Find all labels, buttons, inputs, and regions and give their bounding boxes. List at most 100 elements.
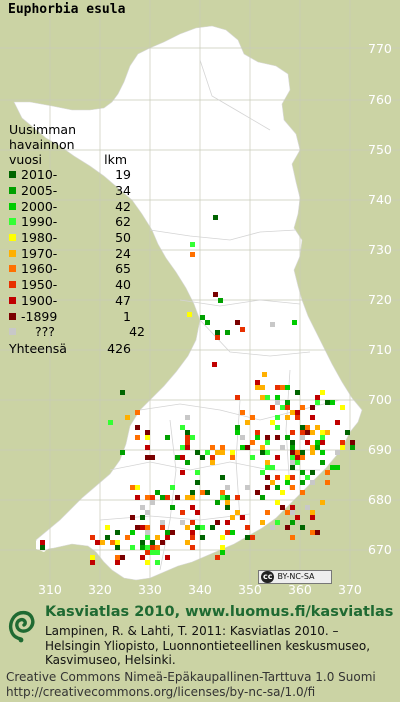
observation-square [215, 450, 220, 455]
cc-license-badge[interactable]: cc BY-NC-SA [258, 570, 332, 584]
legend-row: 1990- 62 [9, 214, 159, 230]
legend-count: 24 [115, 245, 131, 261]
observation-squares [40, 215, 355, 565]
observation-square [270, 480, 275, 485]
observation-square [300, 490, 305, 495]
observation-square [218, 298, 223, 303]
observation-square [245, 445, 250, 450]
observation-square [130, 485, 135, 490]
observation-square [135, 495, 140, 500]
observation-square [95, 540, 100, 545]
observation-square [245, 485, 250, 490]
x-axis-label: 330 [138, 582, 162, 597]
observation-square [275, 500, 280, 505]
observation-square [265, 460, 270, 465]
observation-square [150, 455, 155, 460]
cc-icon: cc [261, 571, 275, 583]
legend-rows: 2010- 19 2005- 34 2000- 42 1990- 62 1980- 50 1970-… [9, 167, 159, 340]
observation-square [320, 460, 325, 465]
legend-swatch [9, 312, 16, 320]
observation-square [205, 450, 210, 455]
observation-square [190, 490, 195, 495]
observation-square [135, 525, 140, 530]
observation-square [290, 460, 295, 465]
observation-square [145, 545, 150, 550]
observation-square [310, 445, 315, 450]
observation-square [290, 505, 295, 510]
observation-square [160, 525, 165, 530]
legend-total-count: 426 [107, 340, 131, 356]
observation-square [335, 420, 340, 425]
observation-square [315, 445, 320, 450]
observation-square [300, 425, 305, 430]
observation-square [290, 450, 295, 455]
observation-square [240, 327, 245, 332]
legend-swatch [9, 281, 16, 289]
observation-square [350, 440, 355, 445]
observation-square [140, 555, 145, 560]
legend-period: 1990- [21, 214, 58, 230]
observation-square [260, 445, 265, 450]
observation-square [190, 495, 195, 500]
observation-square [225, 495, 230, 500]
observation-square [235, 510, 240, 515]
observation-square [215, 500, 220, 505]
observation-square [285, 525, 290, 530]
observation-square [220, 475, 225, 480]
observation-square [290, 520, 295, 525]
observation-square [290, 410, 295, 415]
footer-title: Kasviatlas 2010, www.luomus.fi/kasviatla… [45, 604, 394, 620]
observation-square [150, 500, 155, 505]
observation-square [235, 430, 240, 435]
legend-period: 2000- [21, 198, 58, 214]
legend-period: 1950- [21, 277, 58, 293]
observation-square [325, 480, 330, 485]
observation-square [145, 560, 150, 565]
observation-square [285, 480, 290, 485]
legend-period: 1900- [21, 292, 58, 308]
observation-square [135, 410, 140, 415]
observation-square [185, 435, 190, 440]
observation-square [330, 400, 335, 405]
observation-square [90, 535, 95, 540]
observation-square [185, 495, 190, 500]
observation-square [285, 435, 290, 440]
observation-square [300, 470, 305, 475]
observation-square [195, 480, 200, 485]
observation-square [230, 455, 235, 460]
observation-square [275, 400, 280, 405]
y-axis-label: 680 [368, 492, 392, 507]
observation-square [285, 415, 290, 420]
observation-square [265, 510, 270, 515]
observation-square [210, 445, 215, 450]
observation-square [230, 450, 235, 455]
observation-square [275, 435, 280, 440]
observation-square [290, 430, 295, 435]
observation-square [275, 475, 280, 480]
observation-square [185, 430, 190, 435]
x-axis-label: 340 [188, 582, 212, 597]
observation-square [135, 485, 140, 490]
observation-square [290, 485, 295, 490]
observation-square [145, 510, 150, 515]
observation-square [215, 335, 220, 340]
observation-square [315, 395, 320, 400]
observation-square [115, 540, 120, 545]
observation-square [225, 500, 230, 505]
observation-square [290, 510, 295, 515]
observation-square [275, 455, 280, 460]
observation-square [115, 555, 120, 560]
observation-square [215, 330, 220, 335]
observation-square [280, 385, 285, 390]
legend-row: -1899 1 [9, 308, 159, 324]
observation-square [325, 400, 330, 405]
legend-header-line1: Uusimman [9, 122, 76, 137]
footer-license-url[interactable]: http://creativecommons.org/licenses/by-n… [6, 685, 316, 699]
legend-row: 2010- 19 [9, 167, 159, 183]
observation-square [245, 535, 250, 540]
legend-swatch [9, 328, 16, 336]
observation-square [213, 292, 218, 297]
observation-square [265, 450, 270, 455]
observation-square [210, 525, 215, 530]
observation-square [180, 520, 185, 525]
